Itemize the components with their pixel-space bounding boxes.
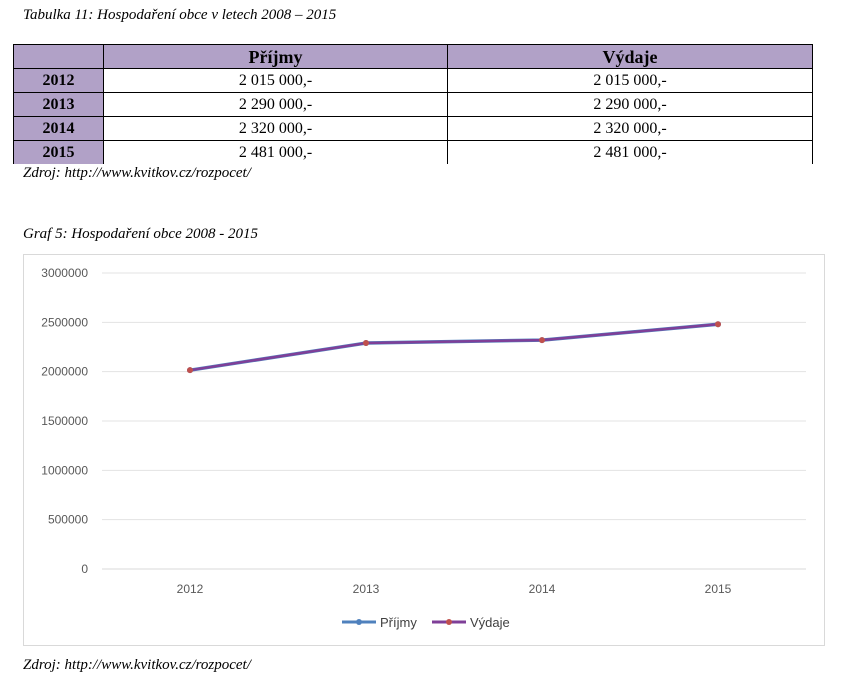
y-tick-label: 1500000: [41, 414, 88, 428]
row-year: 2015: [13, 140, 104, 164]
y-tick-label: 3000000: [41, 266, 88, 280]
legend-label: Příjmy: [380, 615, 417, 630]
legend-marker: [446, 619, 452, 625]
table-row: 2015 2 481 000,- 2 481 000,-: [13, 140, 813, 164]
table-caption: Tabulka 11: Hospodaření obce v letech 20…: [23, 7, 337, 23]
legend-label: Výdaje: [470, 615, 510, 630]
x-tick-label: 2014: [529, 582, 556, 596]
table-row: 2012 2 015 000,- 2 015 000,-: [13, 68, 813, 93]
line-chart: 0 500000 1000000 1500000 2000000 2500000 30000…: [23, 254, 825, 646]
row-income: 2 290 000,-: [103, 92, 448, 117]
y-tick-label: 500000: [48, 513, 88, 527]
y-tick-label: 2000000: [41, 365, 88, 379]
x-tick-label: 2012: [177, 582, 204, 596]
row-expenses: 2 290 000,-: [447, 92, 813, 117]
graph-caption: Graf 5: Hospodaření obce 2008 - 2015: [23, 226, 258, 242]
header-expenses: Výdaje: [447, 44, 813, 69]
y-tick-label: 1000000: [41, 463, 88, 477]
table-row: 2014 2 320 000,- 2 320 000,-: [13, 116, 813, 141]
data-point-expenses: [715, 321, 721, 328]
graph-source: Zdroj: http://www.kvitkov.cz/rozpocet/: [23, 657, 251, 673]
chart-canvas: 0 500000 1000000 1500000 2000000 2500000 30000…: [41, 266, 806, 630]
y-tick-label: 2500000: [41, 315, 88, 329]
table-source: Zdroj: http://www.kvitkov.cz/rozpocet/: [23, 165, 251, 181]
row-income: 2 320 000,-: [103, 116, 448, 141]
row-expenses: 2 481 000,-: [447, 140, 813, 164]
data-point-expenses: [187, 367, 193, 374]
data-point-expenses: [363, 340, 369, 347]
row-year: 2012: [13, 68, 104, 93]
row-income: 2 015 000,-: [103, 68, 448, 93]
y-tick-label: 0: [81, 562, 88, 576]
legend-marker: [356, 619, 362, 625]
row-expenses: 2 015 000,-: [447, 68, 813, 93]
row-income: 2 481 000,-: [103, 140, 448, 164]
header-income: Příjmy: [103, 44, 448, 69]
table-header-row: Příjmy Výdaje: [13, 44, 813, 69]
row-expenses: 2 320 000,-: [447, 116, 813, 141]
budget-table: Příjmy Výdaje 2012 2 015 000,- 2 015 000…: [13, 44, 813, 164]
table-row: 2013 2 290 000,- 2 290 000,-: [13, 92, 813, 117]
x-tick-label: 2015: [705, 582, 732, 596]
header-empty-cell: [13, 44, 104, 69]
row-year: 2014: [13, 116, 104, 141]
series-line-expenses: [189, 322, 719, 372]
x-tick-label: 2013: [353, 582, 380, 596]
row-year: 2013: [13, 92, 104, 117]
data-point-expenses: [539, 337, 545, 344]
